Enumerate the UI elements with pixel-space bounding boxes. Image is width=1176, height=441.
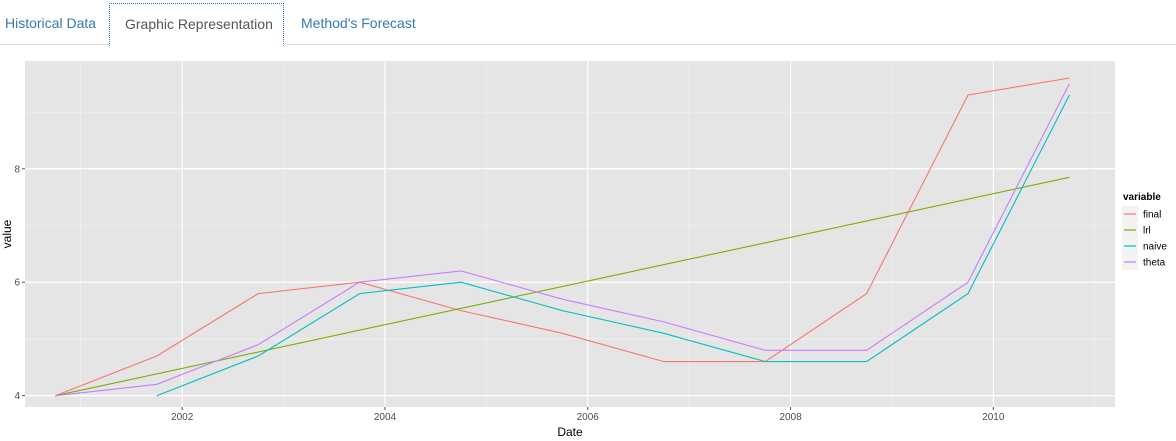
grid-major xyxy=(25,61,1115,407)
series-line-naive xyxy=(156,94,1070,397)
tab-historical-data[interactable]: Historical Data xyxy=(5,15,97,31)
y-tick-label: 8 xyxy=(14,164,20,175)
series-group xyxy=(55,77,1070,397)
legend-label-final: final xyxy=(1143,210,1161,221)
series-line-lrl xyxy=(55,176,1070,397)
line-chart: 2002 2004 2006 2008 2010 4 6 8 Date value varia… xyxy=(0,61,1167,439)
x-axis-title: Date xyxy=(557,425,583,439)
x-tick-label: 2006 xyxy=(577,412,600,423)
series-line-theta xyxy=(55,83,1070,397)
tab-methods-forecast[interactable]: Method's Forecast xyxy=(301,15,416,31)
plot-panel xyxy=(25,61,1115,407)
series-line-final xyxy=(55,77,1070,397)
tab-bar: Historical Data Graphic Representation M… xyxy=(0,0,1176,46)
y-axis-title: value xyxy=(0,219,14,248)
legend: variable final lrl naive theta xyxy=(1122,192,1167,270)
grid-minor xyxy=(25,61,1115,407)
x-tick-label: 2010 xyxy=(982,412,1005,423)
legend-label-theta: theta xyxy=(1143,258,1166,269)
x-tick-label: 2002 xyxy=(171,412,194,423)
legend-title: variable xyxy=(1123,192,1161,203)
y-tick-label: 4 xyxy=(14,391,20,402)
legend-label-naive: naive xyxy=(1143,242,1167,253)
x-tick-label: 2008 xyxy=(779,412,802,423)
axis-ticks: 2002 2004 2006 2008 2010 4 6 8 xyxy=(14,164,1004,423)
legend-label-lrl: lrl xyxy=(1143,226,1151,237)
tab-graphic-representation[interactable]: Graphic Representation xyxy=(109,3,284,46)
x-tick-label: 2004 xyxy=(374,412,397,423)
y-tick-label: 6 xyxy=(14,278,20,289)
